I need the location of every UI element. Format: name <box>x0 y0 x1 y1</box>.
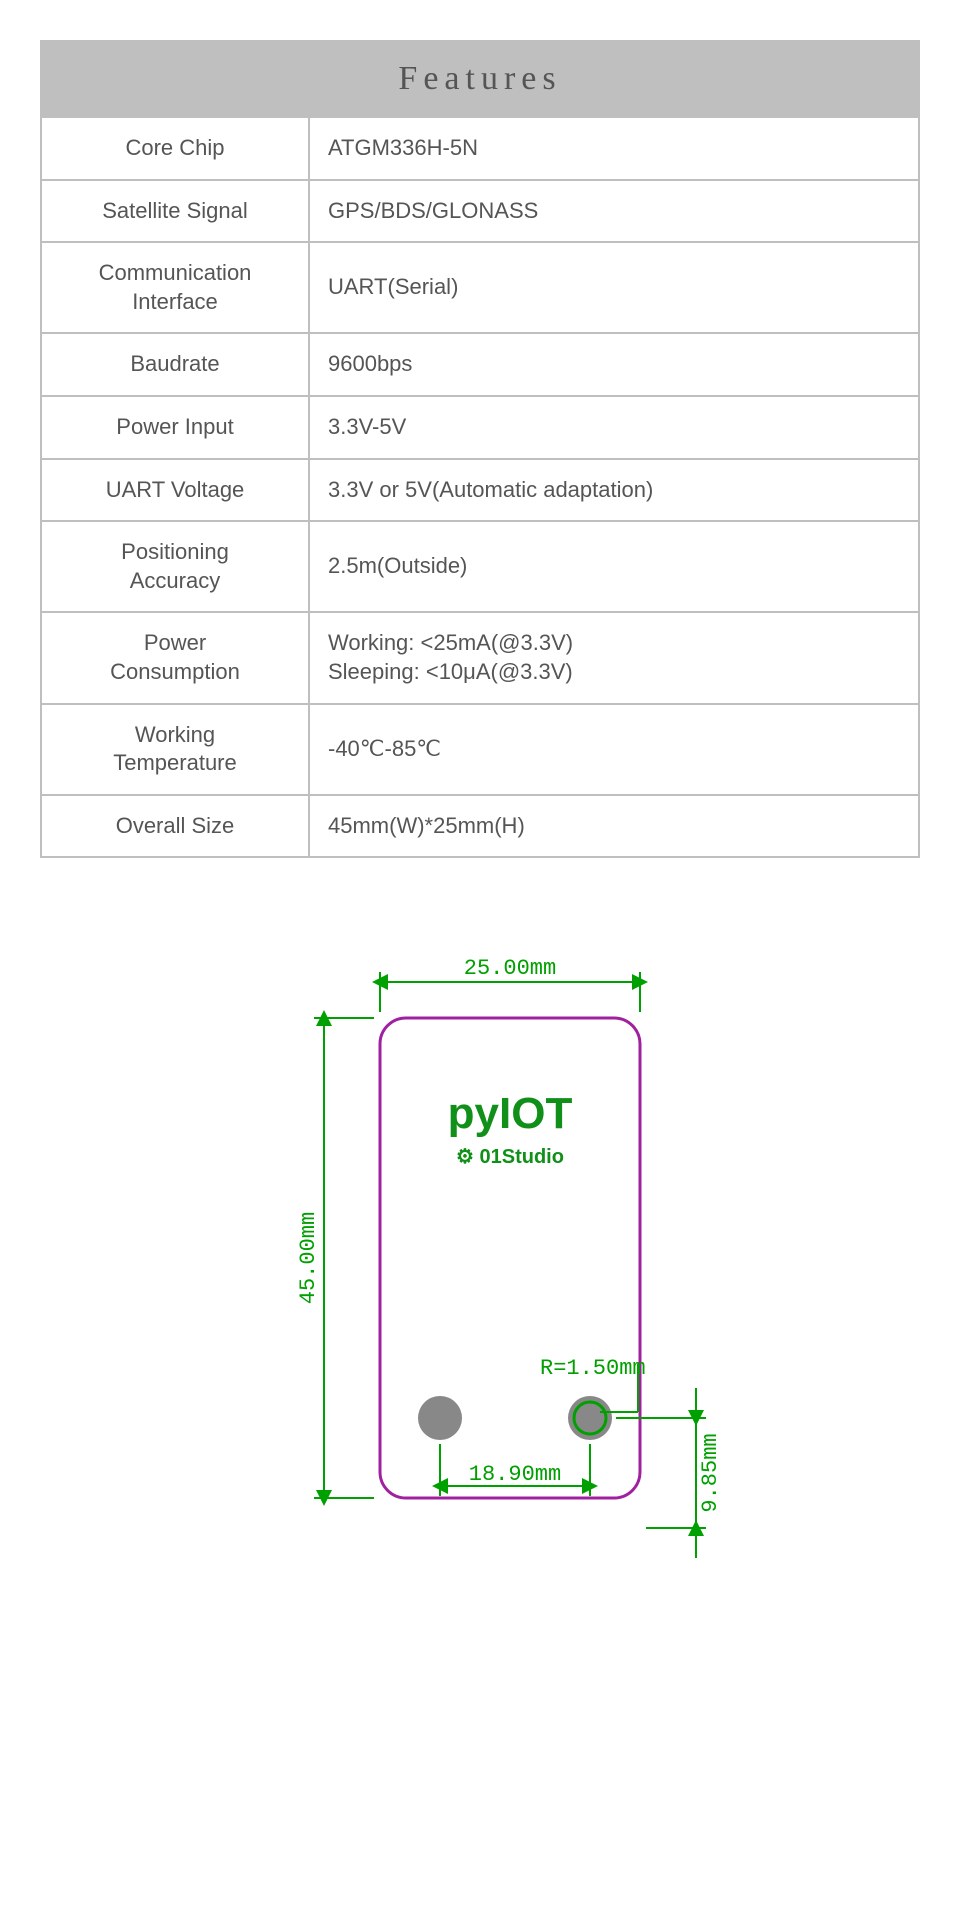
table-row: Baudrate9600bps <box>41 333 919 396</box>
row-value: 45mm(W)*25mm(H) <box>309 795 919 858</box>
table-title: Features <box>41 41 919 117</box>
row-label: Baudrate <box>41 333 309 396</box>
table-row: Core ChipATGM336H-5N <box>41 117 919 180</box>
svg-text:25.00mm: 25.00mm <box>464 956 556 981</box>
row-label: CommunicationInterface <box>41 242 309 333</box>
table-row: PowerConsumptionWorking: <25mA(@3.3V)Sle… <box>41 612 919 703</box>
row-label: Overall Size <box>41 795 309 858</box>
table-row: UART Voltage3.3V or 5V(Automatic adaptat… <box>41 459 919 522</box>
row-value: -40℃-85℃ <box>309 704 919 795</box>
row-value: Working: <25mA(@3.3V)Sleeping: <10μA(@3.… <box>309 612 919 703</box>
row-label: WorkingTemperature <box>41 704 309 795</box>
row-label: PowerConsumption <box>41 612 309 703</box>
row-value: 2.5m(Outside) <box>309 521 919 612</box>
row-value: GPS/BDS/GLONASS <box>309 180 919 243</box>
dimension-diagram: pyIOT ⚙ 01Studio 25.00mm 45.00mm 18.90mm R=1.… <box>40 938 920 1698</box>
row-value: ATGM336H-5N <box>309 117 919 180</box>
row-value: 3.3V-5V <box>309 396 919 459</box>
svg-text:pyIOT: pyIOT <box>448 1089 573 1138</box>
svg-text:18.90mm: 18.90mm <box>469 1462 561 1487</box>
board-svg: pyIOT ⚙ 01Studio 25.00mm 45.00mm 18.90mm R=1.… <box>160 938 800 1698</box>
table-row: Overall Size45mm(W)*25mm(H) <box>41 795 919 858</box>
row-value: UART(Serial) <box>309 242 919 333</box>
table-row: PositioningAccuracy2.5m(Outside) <box>41 521 919 612</box>
svg-text:⚙ 01Studio: ⚙ 01Studio <box>456 1146 564 1168</box>
row-label: Core Chip <box>41 117 309 180</box>
row-label: PositioningAccuracy <box>41 521 309 612</box>
features-table: Features Core ChipATGM336H-5NSatellite S… <box>40 40 920 858</box>
row-label: UART Voltage <box>41 459 309 522</box>
svg-text:R=1.50mm: R=1.50mm <box>540 1356 646 1381</box>
row-label: Power Input <box>41 396 309 459</box>
table-row: Satellite SignalGPS/BDS/GLONASS <box>41 180 919 243</box>
svg-text:45.00mm: 45.00mm <box>296 1212 321 1304</box>
table-row: WorkingTemperature-40℃-85℃ <box>41 704 919 795</box>
row-value: 9600bps <box>309 333 919 396</box>
row-value: 3.3V or 5V(Automatic adaptation) <box>309 459 919 522</box>
table-row: Power Input3.3V-5V <box>41 396 919 459</box>
svg-text:9.85mm: 9.85mm <box>698 1434 723 1513</box>
row-label: Satellite Signal <box>41 180 309 243</box>
table-row: CommunicationInterfaceUART(Serial) <box>41 242 919 333</box>
